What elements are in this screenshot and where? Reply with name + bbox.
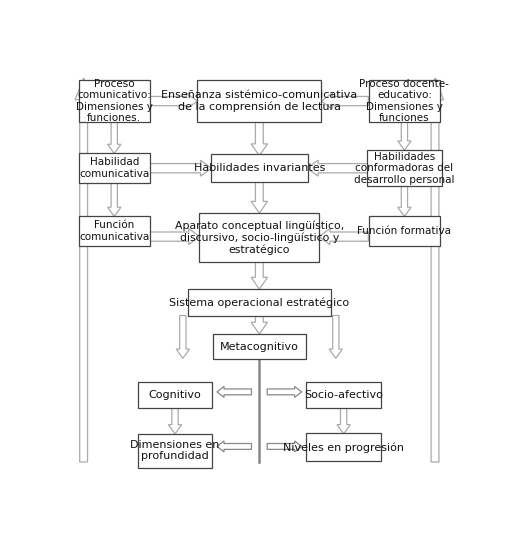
FancyBboxPatch shape [197, 80, 321, 122]
FancyBboxPatch shape [137, 382, 212, 408]
Polygon shape [426, 78, 443, 462]
Text: Niveles en progresión: Niveles en progresión [283, 442, 403, 452]
FancyBboxPatch shape [79, 80, 149, 122]
Polygon shape [267, 386, 301, 397]
Text: Cognitivo: Cognitivo [148, 390, 201, 400]
Text: Habilidad
comunicativa: Habilidad comunicativa [79, 158, 149, 179]
Polygon shape [75, 78, 92, 462]
FancyBboxPatch shape [79, 153, 149, 183]
Polygon shape [150, 160, 211, 176]
Text: Socio-afectivo: Socio-afectivo [304, 390, 382, 400]
Polygon shape [176, 316, 189, 358]
Text: Enseñanza sistémico-comunicativa
de la comprensión de lectura: Enseñanza sistémico-comunicativa de la c… [161, 90, 357, 112]
Text: Dimensiones en
profundidad: Dimensiones en profundidad [130, 440, 219, 462]
FancyBboxPatch shape [366, 150, 441, 186]
Polygon shape [336, 407, 349, 434]
FancyBboxPatch shape [306, 382, 380, 408]
Text: Sistema operacional estratégico: Sistema operacional estratégico [169, 297, 348, 308]
FancyBboxPatch shape [368, 216, 439, 246]
FancyBboxPatch shape [368, 80, 439, 122]
Polygon shape [250, 316, 267, 334]
FancyBboxPatch shape [187, 289, 330, 316]
Polygon shape [150, 229, 199, 245]
Polygon shape [108, 182, 121, 216]
Polygon shape [150, 93, 197, 109]
Polygon shape [267, 441, 301, 452]
FancyBboxPatch shape [211, 154, 307, 182]
FancyBboxPatch shape [79, 216, 149, 246]
FancyBboxPatch shape [213, 334, 305, 359]
Text: Función
comunicativa: Función comunicativa [79, 220, 149, 242]
Polygon shape [397, 122, 410, 150]
Text: Habilidades
conformadoras del
desarrollo personal: Habilidades conformadoras del desarrollo… [354, 152, 454, 185]
Polygon shape [328, 316, 342, 358]
Polygon shape [250, 181, 267, 213]
Polygon shape [307, 160, 368, 176]
Text: Función formativa: Función formativa [357, 226, 450, 236]
Text: Proceso docente-
educativo:
Dimensiones y
funciones: Proceso docente- educativo: Dimensiones … [359, 78, 448, 124]
Polygon shape [250, 262, 267, 289]
Polygon shape [217, 441, 251, 452]
Text: Aparato conceptual lingüístico,
discursivo, socio-lingüístico y
estratégico: Aparato conceptual lingüístico, discursi… [174, 220, 343, 255]
Text: Proceso
comunicativo:
Dimensiones y
funciones.: Proceso comunicativo: Dimensiones y func… [76, 78, 153, 124]
Polygon shape [397, 185, 410, 216]
Polygon shape [250, 122, 267, 156]
Polygon shape [321, 93, 368, 109]
FancyBboxPatch shape [199, 213, 319, 262]
Polygon shape [217, 386, 251, 397]
FancyBboxPatch shape [306, 433, 380, 461]
Polygon shape [318, 229, 368, 245]
Text: Habilidades invariantes: Habilidades invariantes [193, 163, 324, 173]
Text: Metacognitivo: Metacognitivo [220, 342, 298, 352]
Polygon shape [168, 407, 181, 434]
FancyBboxPatch shape [137, 434, 212, 468]
Polygon shape [108, 122, 121, 154]
